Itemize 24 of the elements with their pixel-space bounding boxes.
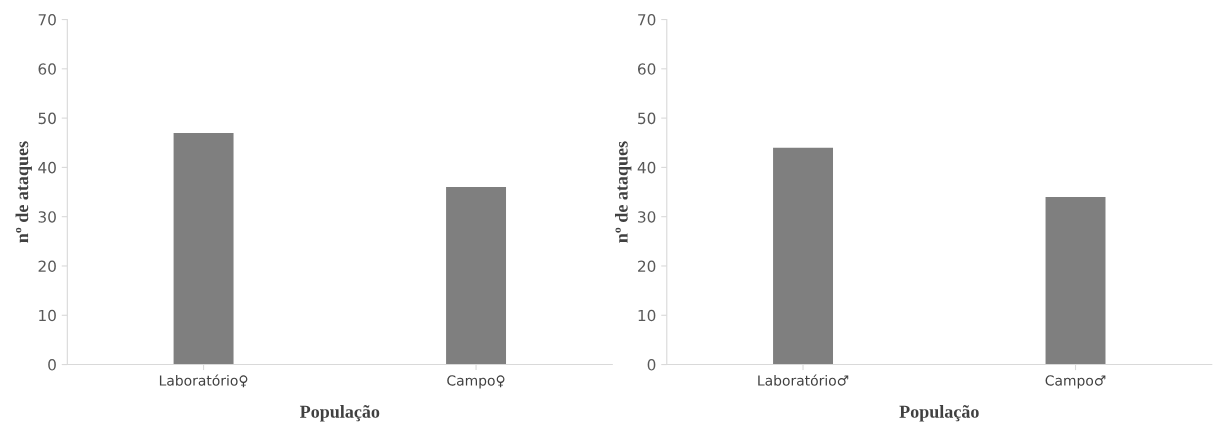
y-tick-label: 30 bbox=[638, 211, 656, 223]
y-tick-label: 50 bbox=[638, 112, 656, 125]
y-tick-label: 40 bbox=[637, 161, 656, 174]
y-tick-label: 30 bbox=[38, 211, 56, 223]
y-tick-label: 10 bbox=[638, 309, 656, 322]
x-axis-title: População bbox=[299, 405, 380, 422]
y-tick-label: 0 bbox=[647, 359, 656, 371]
y-axis-title: nº de ataques bbox=[15, 141, 32, 243]
x-tick-label: Campo♀ bbox=[447, 375, 505, 389]
x-tick-label: Laboratório♂ bbox=[758, 374, 849, 386]
y-tick-label: 60 bbox=[638, 63, 656, 75]
y-tick-label: 70 bbox=[638, 14, 656, 26]
x-tick-label: Laboratório♀ bbox=[159, 374, 248, 388]
y-axis-title: nº de ataques bbox=[615, 141, 632, 243]
y-tick-label: 20 bbox=[38, 260, 56, 272]
x-tick-label: Campo♂ bbox=[1045, 375, 1106, 389]
y-tick-label: 70 bbox=[38, 14, 56, 26]
y-tick-label: 20 bbox=[638, 260, 656, 272]
x-axis-title: População bbox=[899, 405, 979, 422]
y-tick-label: 40 bbox=[38, 161, 56, 174]
y-tick-label: 0 bbox=[48, 359, 56, 371]
y-tick-label: 10 bbox=[39, 309, 56, 322]
y-tick-label: 50 bbox=[38, 112, 56, 125]
y-tick-label: 60 bbox=[38, 63, 56, 75]
